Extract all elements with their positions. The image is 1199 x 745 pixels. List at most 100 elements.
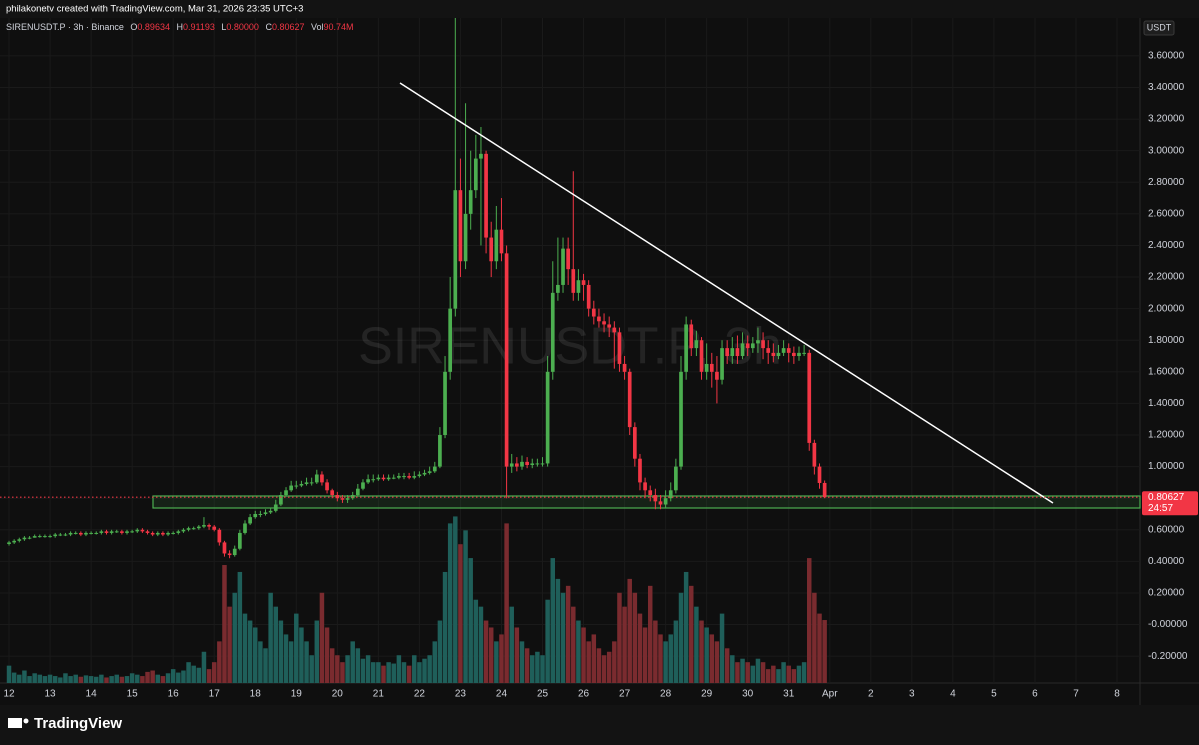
candle-body: [402, 476, 406, 478]
candle-body: [43, 536, 47, 538]
y-tick-label: 1.40000: [1148, 398, 1185, 409]
candle-body: [468, 190, 473, 214]
candle-body: [99, 531, 104, 533]
volume-bar: [99, 674, 104, 683]
symbol: SIRENUSDT.P · 3h · Binance: [6, 22, 124, 32]
candle-body: [448, 308, 453, 372]
volume-bar: [396, 655, 402, 683]
candle-body: [355, 488, 360, 496]
volume-bar: [642, 627, 648, 683]
x-tick-label: 18: [250, 689, 262, 700]
volume-bar: [350, 641, 355, 683]
candle-body: [561, 248, 565, 285]
y-tick-label: 1.60000: [1148, 366, 1185, 377]
countdown: 24:57: [1148, 503, 1173, 514]
volume-bar: [314, 620, 320, 683]
volume-bar: [555, 578, 561, 683]
candle-body: [771, 352, 776, 357]
candle-body: [376, 477, 381, 480]
x-tick-label: 22: [414, 689, 426, 700]
volume-bar: [109, 676, 114, 683]
plot-area: [0, 18, 1140, 683]
volume-bar: [6, 665, 12, 683]
candle-body: [663, 498, 668, 505]
candle-body: [674, 466, 678, 491]
candle-body: [622, 363, 627, 372]
x-tick-label: 21: [373, 689, 385, 700]
x-tick-label: 24: [496, 689, 508, 700]
volume-bar: [181, 670, 186, 683]
candle-body: [689, 324, 694, 349]
candle-body: [684, 324, 688, 372]
candle-body: [371, 479, 376, 481]
volume-bar: [119, 676, 125, 683]
candle-body: [166, 532, 170, 535]
candle-body: [186, 528, 191, 530]
candle-body: [320, 474, 324, 483]
x-tick-label: 31: [783, 689, 795, 700]
volume-bar: [160, 676, 166, 683]
x-tick-label: 28: [660, 689, 672, 700]
candle-body: [68, 532, 73, 535]
candle-body: [571, 269, 576, 293]
volume-bar: [83, 675, 89, 683]
y-tick-label: 2.80000: [1148, 177, 1185, 188]
x-tick-label: 25: [537, 689, 549, 700]
candle-body: [515, 463, 519, 467]
candle-body: [412, 476, 417, 478]
volume-bar: [329, 648, 335, 683]
volume-bar: [632, 592, 638, 683]
volume-bar: [504, 523, 509, 683]
candle-body: [699, 340, 704, 372]
candle-body: [32, 536, 37, 538]
y-tick-label: 0.40000: [1148, 556, 1185, 567]
x-tick-label: 4: [950, 689, 956, 700]
volume-bar: [468, 558, 473, 683]
candle-body: [217, 529, 222, 543]
volume-bar: [124, 676, 130, 683]
candle-body: [263, 512, 268, 514]
last-price-badge: [1142, 491, 1198, 516]
candle-body: [602, 321, 606, 325]
volume-bar: [232, 592, 237, 683]
volume-bar: [370, 662, 376, 683]
volume-bar: [340, 662, 345, 683]
candle-body: [658, 501, 663, 505]
volume-bar: [422, 658, 427, 683]
y-tick-label: 1.20000: [1148, 430, 1185, 441]
volume-bar: [196, 667, 202, 683]
y-tick-label: 3.00000: [1148, 145, 1185, 156]
trend-line: [399, 82, 1054, 504]
candle-body: [653, 495, 658, 502]
volume-bar: [806, 558, 812, 683]
candle-body: [458, 190, 463, 262]
volume-bar: [191, 665, 196, 683]
volume-bar: [150, 670, 155, 683]
legend-key: C: [265, 22, 272, 32]
volume-bar: [247, 620, 253, 683]
volume-bar: [724, 648, 730, 683]
candle-body: [191, 528, 196, 530]
candle-body: [509, 463, 514, 467]
candle-body: [427, 471, 432, 473]
volume-bar: [560, 592, 566, 683]
volume-bar: [596, 648, 602, 683]
volume-bar: [494, 641, 499, 683]
candle-body: [591, 308, 596, 317]
candle-body: [63, 534, 68, 536]
last-price-label: 0.80627: [1148, 492, 1185, 503]
volume-bar: [442, 571, 448, 683]
candle-body: [807, 352, 812, 443]
candle-body: [792, 352, 796, 357]
candle-body: [530, 463, 535, 466]
legend-key: H: [176, 22, 183, 32]
volume-bar: [447, 523, 453, 683]
candle-body: [381, 477, 386, 480]
volume-bar: [78, 676, 84, 683]
candle-body: [340, 498, 345, 500]
candle-body: [140, 529, 145, 532]
volume-bar: [22, 670, 27, 683]
y-tick-label: 0.60000: [1148, 524, 1185, 535]
volume-bar: [473, 599, 479, 683]
volume-bar: [709, 634, 715, 683]
